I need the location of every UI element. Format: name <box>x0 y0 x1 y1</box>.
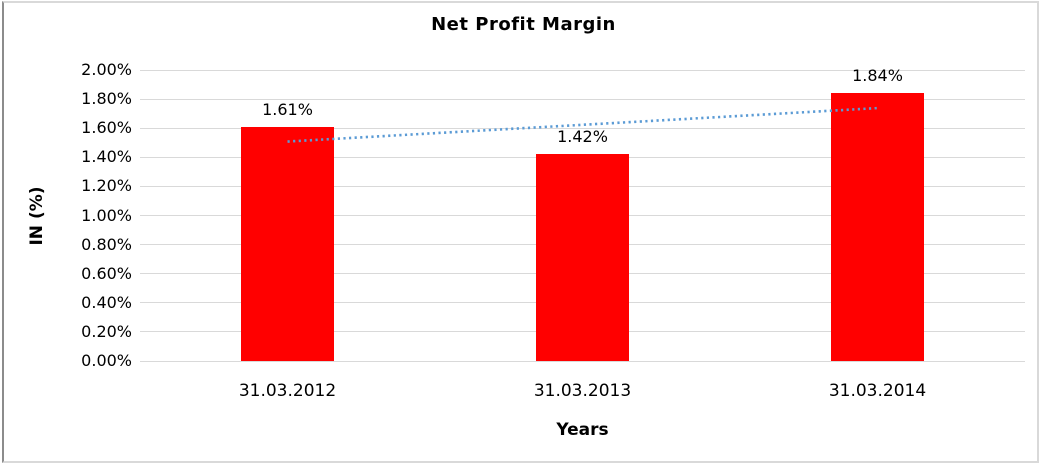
x-axis-title: Years <box>556 420 609 440</box>
bar-value-label: 1.84% <box>852 66 903 86</box>
y-axis-tick-label: 1.80% <box>81 89 132 109</box>
y-axis-tick-label: 0.40% <box>81 292 132 312</box>
y-axis-tick-label: 1.60% <box>81 118 132 138</box>
y-axis-tick-label: 1.00% <box>81 205 132 225</box>
bar <box>241 126 334 361</box>
chart-title: Net Profit Margin <box>431 14 616 35</box>
bar-value-label: 1.61% <box>262 99 313 119</box>
gridline <box>140 69 1025 71</box>
gridline <box>140 98 1025 100</box>
x-axis-tick-label: 31.03.2012 <box>238 381 337 401</box>
y-axis-tick-label: 0.80% <box>81 234 132 254</box>
bar <box>831 93 924 361</box>
y-axis-tick-label: 2.00% <box>81 60 132 79</box>
bar <box>536 154 629 361</box>
y-axis-tick-label: 0.20% <box>81 321 132 341</box>
y-axis-tick-label: 0.00% <box>81 351 132 370</box>
y-axis-tick-label: 1.40% <box>81 147 132 167</box>
y-axis-tick-label: 0.60% <box>81 263 132 283</box>
bar-value-label: 1.42% <box>557 127 608 147</box>
gridline <box>140 360 1025 362</box>
y-axis-tick-label: 1.20% <box>81 176 132 196</box>
x-axis-tick-label: 31.03.2014 <box>828 381 927 401</box>
x-axis-tick-label: 31.03.2013 <box>533 381 632 401</box>
gridline <box>140 127 1025 129</box>
